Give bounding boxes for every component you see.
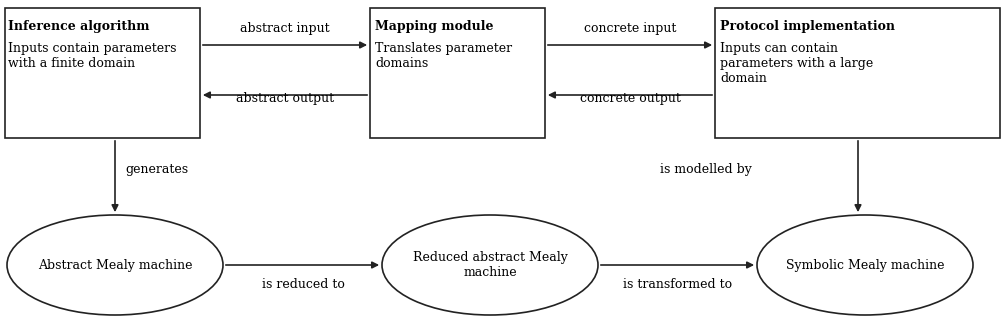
FancyBboxPatch shape [5,8,200,138]
Text: Symbolic Mealy machine: Symbolic Mealy machine [786,258,944,272]
Text: abstract input: abstract input [240,22,330,35]
Text: Inference algorithm: Inference algorithm [8,20,149,33]
Ellipse shape [757,215,973,315]
Text: generates: generates [125,163,188,176]
Text: concrete input: concrete input [584,22,676,35]
Ellipse shape [7,215,223,315]
Text: is transformed to: is transformed to [623,278,733,291]
Text: concrete output: concrete output [580,92,680,105]
Text: Mapping module: Mapping module [375,20,494,33]
Text: Translates parameter
domains: Translates parameter domains [375,42,512,70]
FancyBboxPatch shape [715,8,1000,138]
FancyBboxPatch shape [370,8,545,138]
Text: is reduced to: is reduced to [261,278,345,291]
Text: Inputs contain parameters
with a finite domain: Inputs contain parameters with a finite … [8,42,176,70]
Text: is modelled by: is modelled by [660,163,752,176]
Text: abstract output: abstract output [236,92,334,105]
Text: Abstract Mealy machine: Abstract Mealy machine [37,258,193,272]
Text: Inputs can contain
parameters with a large
domain: Inputs can contain parameters with a lar… [720,42,873,85]
Ellipse shape [382,215,598,315]
Text: Protocol implementation: Protocol implementation [720,20,895,33]
Text: Reduced abstract Mealy
machine: Reduced abstract Mealy machine [412,251,568,279]
